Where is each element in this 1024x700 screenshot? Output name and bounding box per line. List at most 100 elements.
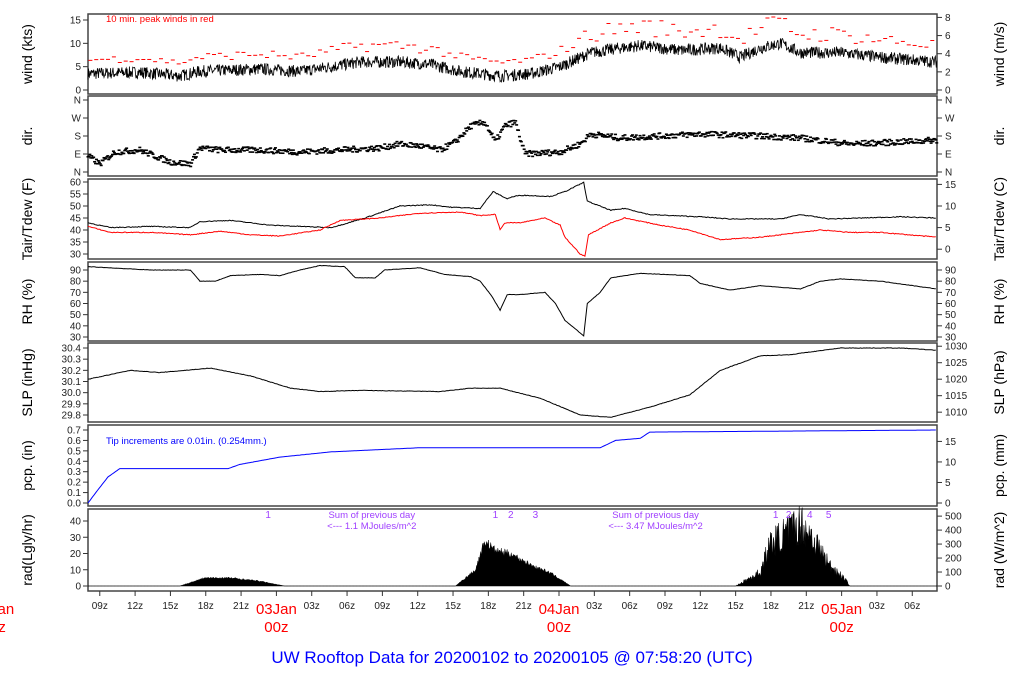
wind-direction-point	[793, 135, 797, 137]
wind-direction-point	[134, 149, 138, 152]
wind-direction-point	[218, 146, 222, 149]
accumulated-precipitation-line	[87, 429, 936, 504]
wind-direction-point	[620, 138, 624, 141]
wind-direction-point	[289, 151, 293, 154]
wind-direction-point	[643, 138, 647, 141]
wind-direction-point	[477, 123, 481, 126]
wind-direction-point	[780, 135, 784, 138]
wind-direction-point	[191, 159, 195, 161]
wind-direction-point	[926, 136, 930, 139]
wind-direction-point	[706, 135, 710, 137]
wind-direction-point	[93, 160, 97, 163]
wind-direction-point	[96, 159, 100, 162]
wind-direction-point	[412, 143, 416, 145]
wind-direction-point	[505, 125, 509, 128]
wind-direction-point	[651, 134, 655, 137]
wind-direction-point	[228, 148, 232, 151]
wind-direction-point	[164, 157, 168, 160]
wind-direction-point	[388, 147, 392, 150]
wind-direction-point	[664, 133, 668, 136]
wind-direction-point	[464, 127, 468, 130]
wind-direction-point	[330, 152, 334, 154]
wind-direction-point	[373, 148, 377, 151]
wind-direction-point	[625, 139, 629, 142]
wind-direction-point	[513, 122, 517, 124]
wind-direction-point	[390, 145, 394, 148]
wind-direction-point	[182, 164, 186, 166]
wind-direction-point	[209, 146, 213, 149]
wind-direction-point	[814, 138, 818, 141]
wind-direction-point	[880, 140, 884, 143]
wind-direction-point	[504, 123, 508, 126]
wind-direction-point	[334, 148, 338, 151]
wind-direction-point	[231, 148, 235, 150]
wind-direction-point	[166, 162, 170, 165]
wind-direction-point	[500, 128, 504, 131]
wind-direction-point	[735, 133, 739, 136]
tair-line	[87, 181, 936, 229]
wind-direction-point	[663, 137, 667, 140]
wind-direction-point	[634, 134, 638, 136]
wind-direction-point	[689, 132, 693, 134]
wind-direction-point	[382, 147, 386, 150]
wind-direction-point	[256, 148, 260, 151]
wind-direction-point	[842, 141, 846, 143]
x-tick-day-label: 05Jan	[821, 601, 862, 618]
wind-direction-point	[928, 140, 932, 143]
daily-sum-label: Sum of previous day	[328, 510, 415, 521]
wind-direction-point	[211, 148, 215, 151]
wind-direction-point	[498, 136, 502, 138]
wind-direction-point	[864, 142, 868, 145]
wind-direction-point	[737, 132, 741, 134]
pcp-ytick-label-left: 0.5	[67, 446, 81, 457]
wind-direction-point	[155, 157, 159, 159]
wind-direction-point	[435, 150, 439, 153]
x-tick-day-hour: 00z	[0, 619, 6, 636]
wind-ytick-label-right: 8	[945, 13, 951, 24]
wind-direction-point	[741, 132, 745, 135]
wind-direction-point	[920, 142, 924, 145]
wind-direction-point	[622, 137, 626, 139]
wind-direction-point	[852, 144, 856, 146]
wind-direction-point	[740, 137, 744, 140]
wind-direction-point	[90, 155, 94, 157]
wind-direction-point	[636, 137, 640, 140]
wind-direction-point	[157, 159, 161, 161]
wind-direction-point	[738, 136, 742, 139]
wind-direction-point	[542, 151, 546, 154]
wind-direction-point	[562, 150, 566, 152]
solar-radiation-area	[88, 505, 937, 587]
wind-direction-point	[765, 132, 769, 135]
x-tick-label: 15z	[728, 601, 744, 612]
hour-marker: 4	[807, 510, 813, 521]
wind-direction-point	[610, 133, 614, 135]
wind-direction-point	[208, 149, 212, 152]
wind-direction-point	[922, 142, 926, 144]
wind-direction-point	[695, 135, 699, 137]
x-tick-label: 18z	[763, 601, 779, 612]
wind-direction-point	[616, 139, 620, 142]
wind-direction-point	[88, 153, 92, 156]
wind-direction-point	[830, 141, 834, 144]
wind-direction-point	[607, 136, 611, 138]
wind-direction-point	[185, 161, 189, 163]
wind-direction-point	[545, 153, 549, 155]
wind-direction-point	[455, 139, 459, 141]
wind-ytick-label-right: 4	[945, 49, 951, 60]
wind-direction-point	[432, 148, 436, 150]
wind-direction-point	[485, 125, 489, 127]
wind-direction-point	[903, 142, 907, 144]
wind-direction-point	[151, 153, 155, 156]
wind-direction-point	[913, 141, 917, 144]
wind-direction-point	[692, 132, 696, 135]
wind-direction-point	[843, 141, 847, 144]
wind-direction-point	[305, 148, 309, 150]
wind-direction-point	[828, 141, 832, 144]
wind-direction-point	[259, 149, 263, 152]
wind-ytick-label-left: 15	[70, 16, 82, 27]
wind-direction-point	[395, 140, 399, 143]
wind-direction-point	[614, 137, 618, 140]
slp-ytick-label-left: 30.0	[62, 388, 82, 399]
wind-direction-point	[489, 133, 493, 136]
wind-direction-point	[524, 150, 528, 153]
